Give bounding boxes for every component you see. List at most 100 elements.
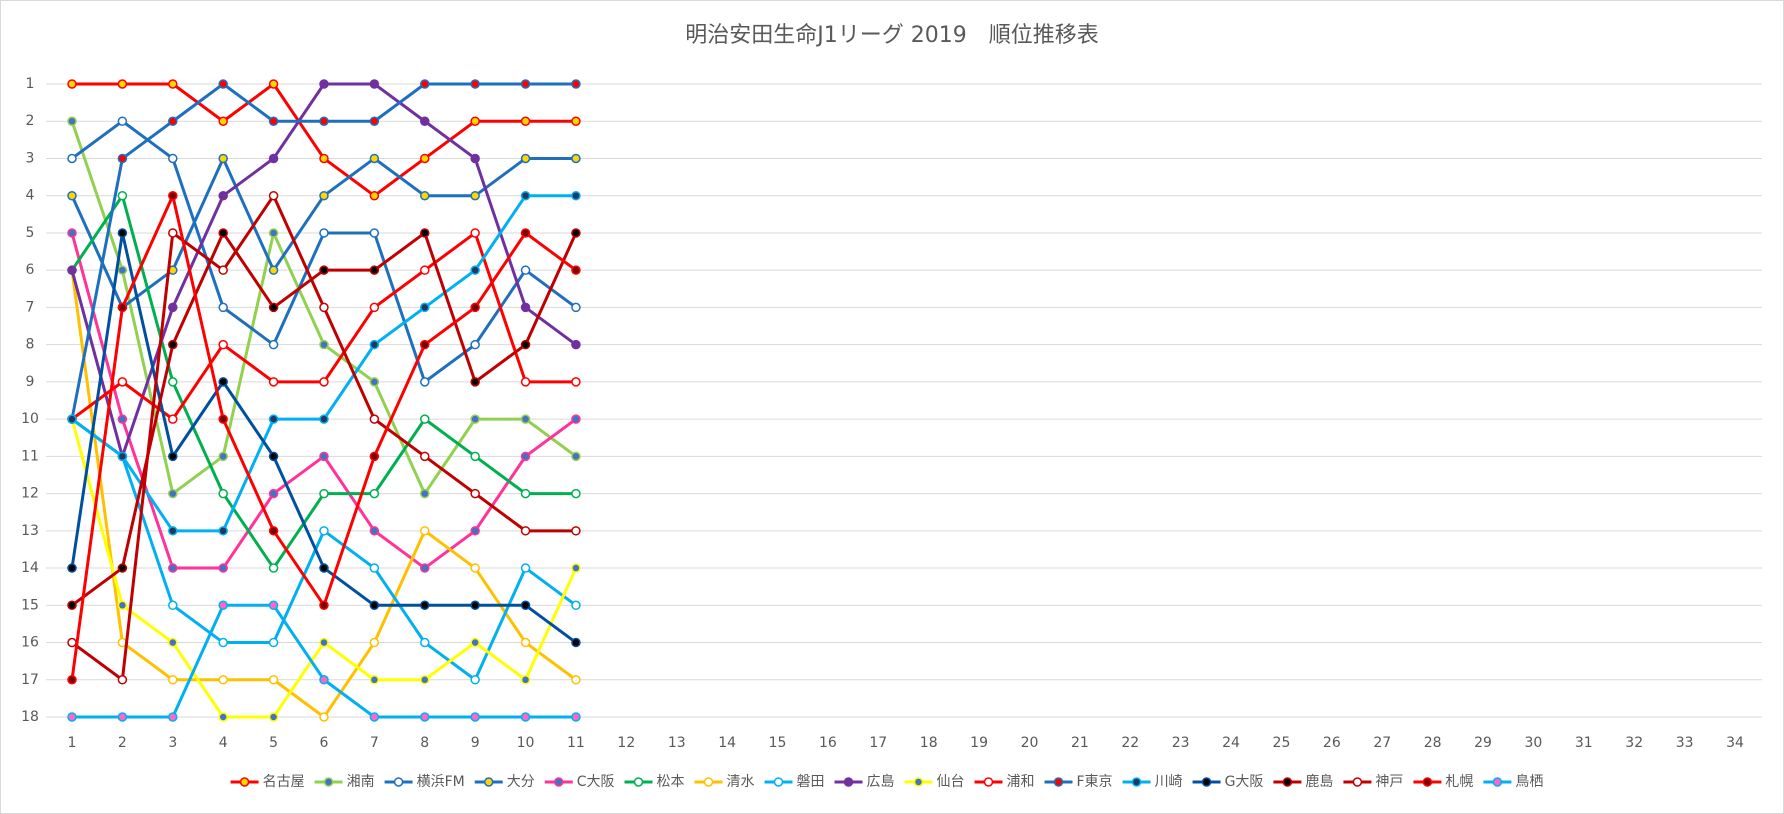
data-point bbox=[218, 79, 228, 89]
legend-label: 神戸 bbox=[1375, 774, 1403, 790]
data-point bbox=[218, 228, 228, 238]
x-tick-label: 32 bbox=[1625, 735, 1643, 751]
data-point bbox=[268, 228, 279, 238]
data-point bbox=[420, 563, 430, 573]
data-point bbox=[571, 116, 581, 126]
data-point bbox=[319, 637, 329, 648]
data-point bbox=[218, 563, 228, 573]
legend: 名古屋 湘南 横浜FM 大分 C大阪 松本 清水 磐田 広島 仙台 浦和 F東京 川崎 G大阪 鹿島 神戸 札幌… bbox=[230, 773, 1543, 790]
legend-item: 松本 bbox=[624, 774, 685, 790]
data-point bbox=[67, 153, 77, 164]
data-point bbox=[520, 526, 531, 536]
legend-item: 横浜FM bbox=[384, 774, 465, 790]
data-point bbox=[470, 675, 480, 685]
data-point bbox=[470, 116, 480, 126]
data-point bbox=[218, 526, 228, 536]
data-point bbox=[319, 265, 329, 275]
data-point bbox=[571, 637, 581, 648]
data-point bbox=[168, 79, 178, 89]
data-point bbox=[168, 712, 178, 722]
x-tick-label: 4 bbox=[219, 735, 228, 751]
data-point bbox=[218, 377, 228, 387]
y-tick-label: 14 bbox=[21, 560, 39, 576]
y-tick-label: 15 bbox=[21, 597, 39, 613]
data-point bbox=[67, 637, 77, 648]
data-point bbox=[218, 302, 228, 313]
data-point bbox=[369, 190, 380, 201]
data-point bbox=[67, 116, 77, 126]
x-tick-label: 9 bbox=[471, 735, 480, 751]
data-point bbox=[470, 414, 480, 424]
data-point bbox=[319, 414, 329, 424]
y-tick-label: 5 bbox=[26, 225, 35, 241]
legend-label: 大分 bbox=[507, 774, 535, 790]
data-point bbox=[168, 600, 178, 611]
x-tick-label: 14 bbox=[718, 735, 736, 751]
x-tick-label: 5 bbox=[269, 735, 278, 751]
y-tick-label: 18 bbox=[21, 709, 39, 725]
y-tick-label: 7 bbox=[26, 299, 35, 315]
legend-item: F東京 bbox=[1044, 774, 1113, 790]
data-point bbox=[218, 488, 228, 499]
data-point bbox=[168, 675, 178, 685]
data-point bbox=[67, 265, 77, 275]
data-point bbox=[117, 377, 128, 387]
data-point bbox=[571, 563, 581, 573]
data-point bbox=[218, 637, 228, 648]
chart-title: 明治安田生命J1リーグ 2019 順位推移表 bbox=[685, 23, 1098, 48]
y-tick-label: 11 bbox=[21, 448, 39, 464]
x-tick-label: 26 bbox=[1323, 735, 1341, 751]
data-point bbox=[117, 600, 128, 611]
y-tick-label: 10 bbox=[21, 411, 39, 427]
x-tick-label: 22 bbox=[1121, 735, 1139, 751]
data-point bbox=[420, 675, 430, 685]
legend-marker bbox=[913, 777, 924, 787]
data-point bbox=[520, 488, 531, 499]
data-point bbox=[571, 488, 581, 499]
data-point bbox=[520, 600, 531, 611]
data-point bbox=[571, 79, 581, 89]
data-point bbox=[319, 451, 329, 462]
x-tick-label: 18 bbox=[920, 735, 938, 751]
data-point bbox=[470, 526, 480, 536]
data-point bbox=[520, 265, 531, 275]
x-tick-label: 2 bbox=[118, 735, 127, 751]
data-point bbox=[117, 265, 128, 275]
legend-marker bbox=[483, 777, 494, 787]
data-point bbox=[268, 637, 279, 648]
legend-marker bbox=[1201, 777, 1212, 787]
data-point bbox=[168, 190, 178, 201]
legend-label: 清水 bbox=[727, 774, 755, 790]
data-point bbox=[117, 79, 128, 89]
data-point bbox=[571, 339, 581, 350]
data-point bbox=[268, 600, 279, 611]
data-point bbox=[268, 526, 279, 536]
data-point bbox=[117, 302, 128, 313]
legend-label: 広島 bbox=[867, 774, 895, 790]
data-point bbox=[420, 302, 430, 313]
y-tick-label: 4 bbox=[26, 188, 35, 204]
x-tick-label: 8 bbox=[420, 735, 429, 751]
data-point bbox=[420, 451, 430, 462]
x-tick-label: 27 bbox=[1373, 735, 1391, 751]
legend-item: 磐田 bbox=[764, 774, 825, 790]
data-point bbox=[420, 600, 430, 611]
y-tick-label: 6 bbox=[26, 262, 35, 278]
data-point bbox=[67, 414, 77, 424]
data-point bbox=[268, 675, 279, 685]
data-point bbox=[268, 563, 279, 573]
data-point bbox=[168, 302, 178, 313]
data-point bbox=[319, 675, 329, 685]
data-point bbox=[218, 675, 228, 685]
legend-item: C大阪 bbox=[544, 774, 615, 790]
data-point bbox=[571, 526, 581, 536]
data-point bbox=[67, 190, 77, 201]
x-tick-label: 21 bbox=[1071, 735, 1089, 751]
data-point bbox=[319, 153, 329, 164]
x-tick-label: 16 bbox=[819, 735, 837, 751]
data-point bbox=[420, 228, 430, 238]
data-point bbox=[420, 265, 430, 275]
data-point bbox=[369, 712, 380, 722]
data-point bbox=[420, 79, 430, 89]
legend-item: 浦和 bbox=[974, 774, 1035, 790]
